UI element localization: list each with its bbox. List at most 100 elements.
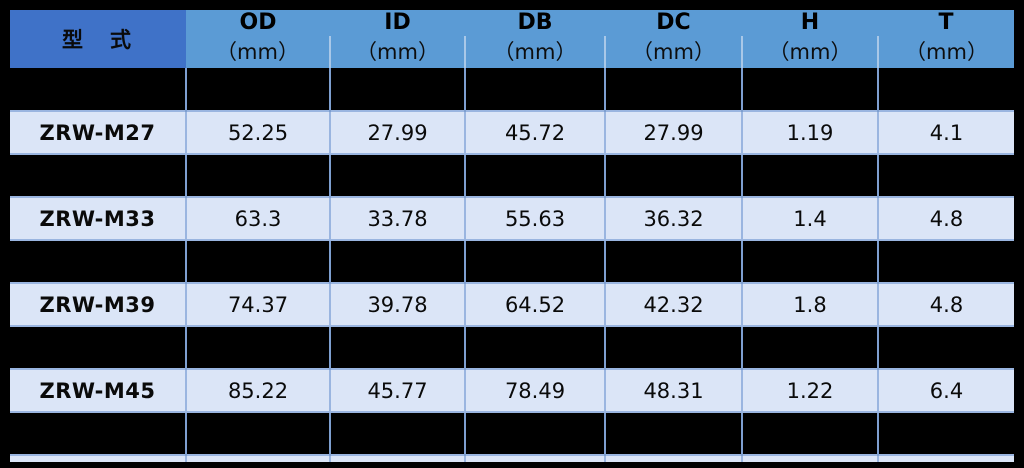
- column-header-t-unit: （mm）: [877, 36, 1014, 68]
- cell-h: 1.19: [741, 110, 878, 155]
- spacer-cell: [741, 240, 878, 283]
- cell-od: 96.19: [185, 454, 330, 462]
- table-row-spacer: [10, 326, 1014, 369]
- cell-db: 45.72: [464, 110, 605, 155]
- cell-db: 64.52: [464, 282, 605, 327]
- cell-h: 1.4: [741, 196, 878, 241]
- table-row-spacer: [10, 412, 1014, 455]
- spacer-cell: [604, 412, 742, 455]
- spacer-cell: [877, 326, 1014, 369]
- column-header-od-symbol: OD: [186, 10, 330, 36]
- spacer-cell: [329, 68, 465, 111]
- column-header-dc-symbol: DC: [605, 10, 742, 36]
- spacer-cell: [185, 326, 330, 369]
- cell-dc: 48.31: [604, 368, 742, 413]
- spacer-cell: [464, 412, 605, 455]
- spacer-cell: [10, 240, 186, 283]
- specification-table: 型 式 OD ID DB DC H T （mm） （mm） （mm） （mm） …: [10, 10, 1014, 462]
- spacer-cell: [329, 154, 465, 197]
- table-body: ZRW-M27 52.25 27.99 45.72 27.99 1.19 4.1: [10, 68, 1014, 462]
- spacer-cell: [604, 240, 742, 283]
- column-header-h-symbol: H: [742, 10, 878, 36]
- table-row-spacer: [10, 154, 1014, 197]
- cell-od: 85.22: [185, 368, 330, 413]
- spacer-cell: [185, 240, 330, 283]
- cell-h: 1.22: [741, 368, 878, 413]
- header-row-symbols: 型 式 OD ID DB DC H T: [10, 10, 1014, 68]
- cell-id: 52.76: [329, 454, 465, 462]
- cell-model: ZRW-M27: [10, 110, 186, 155]
- spacer-cell: [10, 412, 186, 455]
- column-header-t-symbol: T: [878, 10, 1014, 36]
- table-row: ZRW-M39 74.37 39.78 64.52 42.32 1.8 4.8: [10, 282, 1014, 327]
- spacer-cell: [877, 412, 1014, 455]
- cell-model: ZRW-M33: [10, 196, 186, 241]
- table-row-spacer: [10, 68, 1014, 111]
- spacer-cell: [464, 240, 605, 283]
- spacer-cell: [877, 68, 1014, 111]
- cell-t: 6.4: [877, 368, 1014, 413]
- cell-db: 55.63: [464, 196, 605, 241]
- cell-id: 27.99: [329, 110, 465, 155]
- column-header-id-symbol: ID: [330, 10, 465, 36]
- table-row-spacer: [10, 240, 1014, 283]
- table-row: ZRW-M52 96.19 52.76 88.39 55.3 1.42 6.4: [10, 454, 1014, 462]
- column-header-db-symbol: DB: [465, 10, 605, 36]
- cell-model: ZRW-M39: [10, 282, 186, 327]
- spacer-cell: [10, 326, 186, 369]
- spacer-cell: [10, 154, 186, 197]
- cell-dc: 55.3: [604, 454, 742, 462]
- cell-model: ZRW-M52: [10, 454, 186, 462]
- spacer-cell: [741, 154, 878, 197]
- header-row-units: （mm） （mm） （mm） （mm） （mm） （mm）: [10, 36, 1014, 68]
- cell-dc: 27.99: [604, 110, 742, 155]
- spacer-cell: [604, 68, 742, 111]
- spacer-cell: [329, 412, 465, 455]
- cell-h: 1.8: [741, 282, 878, 327]
- cell-t: 4.1: [877, 110, 1014, 155]
- cell-od: 52.25: [185, 110, 330, 155]
- cell-id: 33.78: [329, 196, 465, 241]
- spacer-cell: [604, 154, 742, 197]
- spacer-cell: [464, 326, 605, 369]
- spacer-cell: [329, 240, 465, 283]
- cell-dc: 36.32: [604, 196, 742, 241]
- cell-od: 74.37: [185, 282, 330, 327]
- cell-db: 78.49: [464, 368, 605, 413]
- column-header-dc-unit: （mm）: [604, 36, 742, 68]
- cell-t: 6.4: [877, 454, 1014, 462]
- table-header: 型 式 OD ID DB DC H T （mm） （mm） （mm） （mm） …: [10, 10, 1014, 68]
- column-header-id-unit: （mm）: [329, 36, 465, 68]
- spacer-cell: [741, 68, 878, 111]
- cell-t: 4.8: [877, 282, 1014, 327]
- cell-id: 45.77: [329, 368, 465, 413]
- cell-t: 4.8: [877, 196, 1014, 241]
- column-header-model: 型 式: [10, 10, 186, 68]
- spacer-cell: [604, 326, 742, 369]
- spacer-cell: [877, 154, 1014, 197]
- cell-db: 88.39: [464, 454, 605, 462]
- table-row: ZRW-M33 63.3 33.78 55.63 36.32 1.4 4.8: [10, 196, 1014, 241]
- spacer-cell: [10, 68, 186, 111]
- spacer-cell: [741, 412, 878, 455]
- spacer-cell: [185, 154, 330, 197]
- table-row: ZRW-M45 85.22 45.77 78.49 48.31 1.22 6.4: [10, 368, 1014, 413]
- spacer-cell: [464, 68, 605, 111]
- spacer-cell: [741, 326, 878, 369]
- table-row: ZRW-M27 52.25 27.99 45.72 27.99 1.19 4.1: [10, 110, 1014, 155]
- column-header-h-unit: （mm）: [741, 36, 878, 68]
- spacer-cell: [329, 326, 465, 369]
- spacer-cell: [464, 154, 605, 197]
- column-header-db-unit: （mm）: [464, 36, 605, 68]
- cell-id: 39.78: [329, 282, 465, 327]
- cell-dc: 42.32: [604, 282, 742, 327]
- cell-model: ZRW-M45: [10, 368, 186, 413]
- specification-table-container: 型 式 OD ID DB DC H T （mm） （mm） （mm） （mm） …: [10, 10, 1014, 462]
- spacer-cell: [877, 240, 1014, 283]
- cell-od: 63.3: [185, 196, 330, 241]
- cell-h: 1.42: [741, 454, 878, 462]
- spacer-cell: [185, 412, 330, 455]
- column-header-od-unit: （mm）: [186, 36, 330, 68]
- spacer-cell: [185, 68, 330, 111]
